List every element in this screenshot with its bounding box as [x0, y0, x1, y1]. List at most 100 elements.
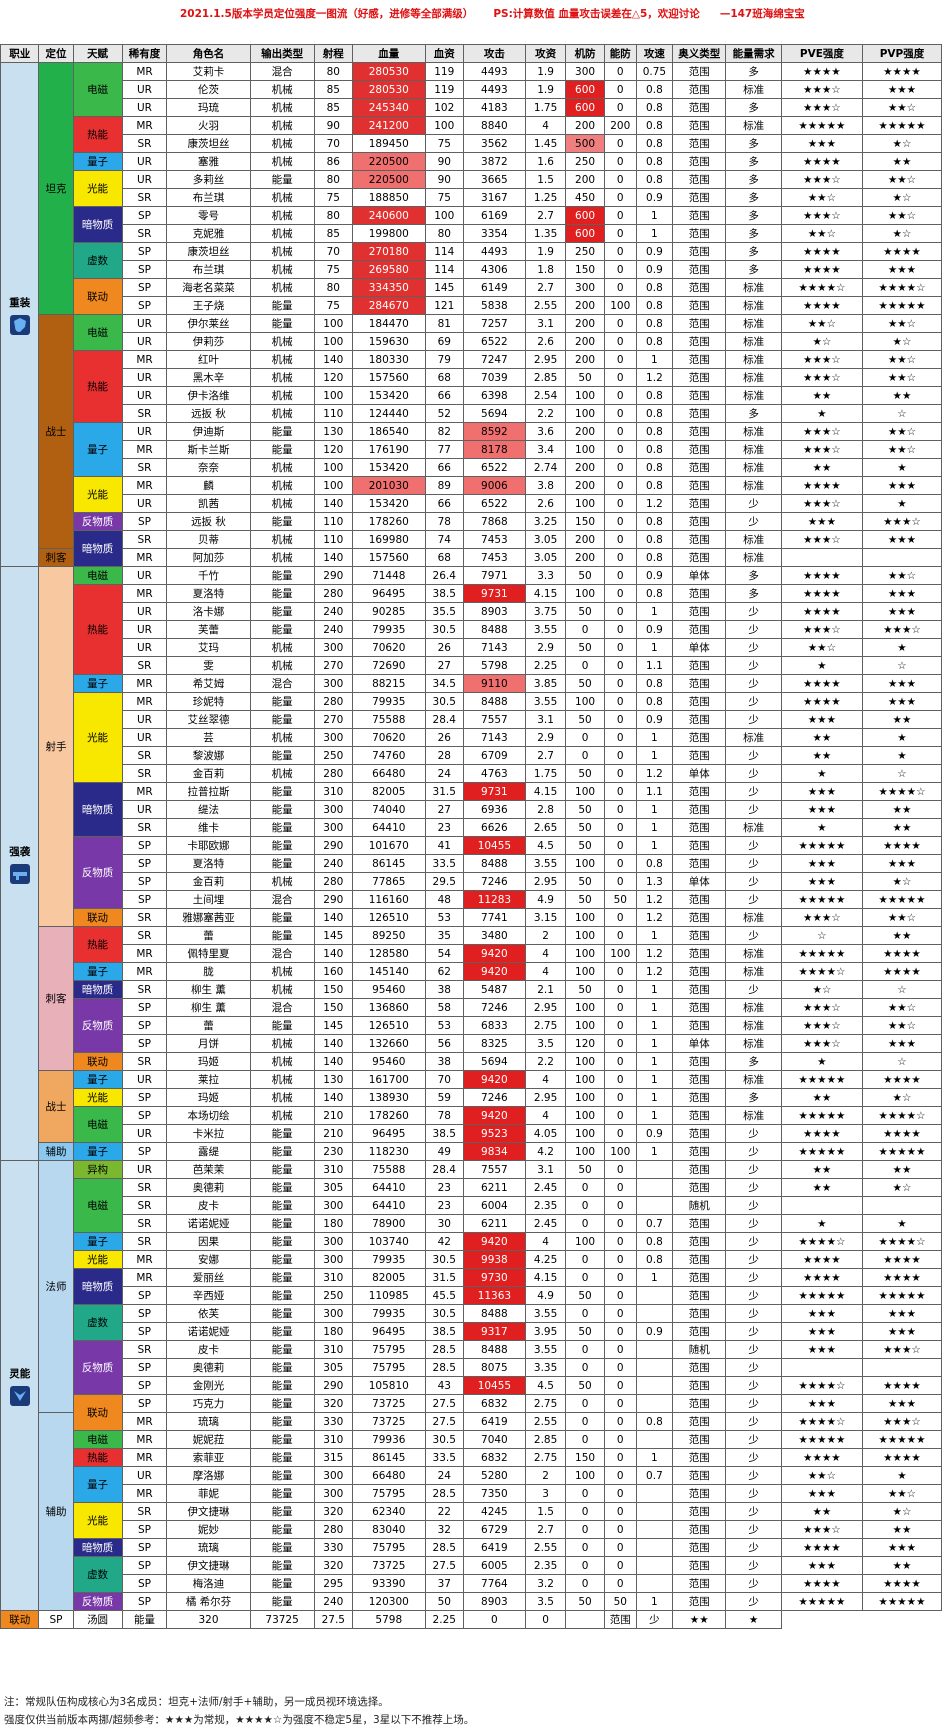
character-name: 芭茉茉: [166, 1160, 251, 1179]
pve-rating: ★☆: [780, 980, 863, 999]
hp-cell: 103740: [352, 1232, 426, 1251]
mech-def: 50: [565, 674, 605, 693]
energy-def: 0: [603, 170, 637, 189]
ultimate-type: 范围: [672, 440, 727, 459]
attack-cell: 5838: [462, 296, 526, 315]
mech-def: 200: [565, 422, 605, 441]
hp-growth: 38: [424, 980, 464, 999]
table-row: 量子 MR 希艾姆 混合 300 88215 34.5 9110 3.85 50 0 0.8 范围少 ★★…: [1, 674, 942, 693]
attack-speed: [635, 1538, 674, 1557]
rarity-cell: MR: [121, 1250, 168, 1269]
table-row: 强袭 射手 电磁 UR 千竹 能量 290 71448 26.4 7971 3.3 50 0 0.9 单体多…: [0, 566, 942, 1161]
ultimate-type: 范围: [672, 836, 727, 855]
mech-def: 50: [565, 836, 605, 855]
hp-growth: 41: [424, 836, 464, 855]
rarity-cell: SP: [121, 1034, 168, 1053]
table-row: 反物质 SP 远扳 秋能量 110 178260 78 7868 3.25 150 0 0.8 范围少…: [1, 512, 942, 531]
character-name: 伊莉莎: [166, 332, 251, 351]
hp-growth: 90: [424, 152, 464, 171]
table-row: 量子 UR 伊迪斯 能量 130 186540 82 8592 3.6 200 0 0.8 范围 标准 ★★…: [1, 422, 942, 477]
hp-cell: 82005: [352, 1268, 426, 1287]
mech-def: 250: [565, 242, 605, 261]
rarity-cell: UR: [121, 314, 168, 333]
range-cell: 300: [313, 674, 354, 693]
range-cell: 85: [313, 80, 354, 99]
attack-speed: 0.8: [635, 1412, 674, 1431]
attack-speed: 0.8: [635, 98, 674, 117]
attack-cell: 5694: [462, 1052, 526, 1071]
mech-def: 100: [565, 782, 605, 801]
hp-cell: 66480: [352, 1466, 426, 1485]
hp-growth: 58: [424, 998, 464, 1017]
column-header: 能量需求: [725, 44, 782, 63]
mech-def: 0: [565, 1574, 605, 1593]
pvp-rating: ★★☆: [861, 1484, 942, 1503]
attack-cell: 4493: [462, 80, 526, 99]
talent-cell: 热能: [72, 584, 123, 675]
attack-growth: 1.5: [524, 170, 567, 189]
output-type: 机械: [249, 278, 315, 297]
character-name: 伊迪斯: [166, 422, 251, 441]
rarity-cell: SR: [121, 1502, 168, 1521]
character-name: 因果: [166, 1232, 251, 1251]
pvp-rating: ★★: [861, 926, 942, 945]
role-cell: 射手: [38, 566, 74, 927]
rarity-cell: UR: [121, 710, 168, 729]
character-name: 妮妙: [166, 1520, 251, 1539]
rarity-cell: UR: [121, 152, 168, 171]
energy-def: 0: [603, 1070, 637, 1089]
attack-speed: 1.2: [635, 944, 674, 963]
talent-cell: 联动: [72, 1394, 123, 1431]
pvp-rating: ★★★☆: [861, 1340, 942, 1359]
ultimate-type: 范围: [672, 1160, 727, 1179]
attack-cell: 7971: [462, 566, 526, 585]
rarity-cell: SP: [121, 1394, 168, 1413]
mech-def: 200: [565, 530, 605, 549]
attack-cell: 7246: [462, 1088, 526, 1107]
role-cell: 辅助: [38, 1142, 74, 1161]
pve-rating: ★★★★★: [780, 116, 863, 135]
pve-rating: ★★★★: [780, 152, 863, 171]
hp-growth: 81: [424, 314, 464, 333]
mech-def: 100: [565, 1232, 605, 1251]
attack-cell: 4493: [462, 242, 526, 261]
range-cell: 150: [313, 998, 354, 1017]
ultimate-type: 范围: [672, 188, 727, 207]
range-cell: 160: [313, 962, 354, 981]
hp-cell: 66480: [352, 764, 426, 783]
pve-rating: ★★★☆: [780, 494, 863, 513]
ultimate-type: 范围: [672, 728, 727, 747]
attack-cell: 7246: [462, 872, 526, 891]
column-header: 定位: [38, 44, 74, 63]
character-name: 王子烧: [166, 296, 251, 315]
table-row: 战士 量子 UR 莱拉 机械 130 161700 70 9420 4 100 0 1 范围 标准 ★★★★★…: [1, 1070, 942, 1143]
attack-cell: 6729: [462, 1520, 526, 1539]
attack-cell: 7039: [462, 368, 526, 387]
attack-cell: 11283: [462, 890, 526, 909]
pvp-rating: ★★★★★: [861, 1430, 942, 1449]
attack-speed: 0.9: [635, 260, 674, 279]
energy-def: 0: [603, 728, 637, 747]
energy-req: 标准: [725, 1034, 782, 1053]
table-row: 反物质 SP 柳生 薰混合 150 136860 58 7246 2.95 100 0 1 范围 标准 ★…: [1, 998, 942, 1053]
energy-req: 多: [725, 584, 782, 603]
output-type: 能量: [249, 1592, 315, 1611]
rarity-cell: SR: [121, 746, 168, 765]
column-header: 攻资: [524, 44, 567, 63]
attack-cell: 3167: [462, 188, 526, 207]
attack-speed: 0.8: [635, 1232, 674, 1251]
range-cell: 75: [313, 296, 354, 315]
pve-rating: ★★★★: [780, 692, 863, 711]
ultimate-type: 范围: [672, 944, 727, 963]
attack-growth: 4.15: [524, 584, 567, 603]
table-row: 刺客 热能 SR 蕾能量 145 89250 35 3480 2 100 0 1 范围少 ☆ ★★: [1, 926, 942, 1071]
rarity-cell: UR: [121, 332, 168, 351]
attack-cell: 4183: [462, 98, 526, 117]
range-cell: 180: [313, 1214, 354, 1233]
attack-cell: 8488: [462, 692, 526, 711]
pvp-rating: ★★★: [861, 584, 942, 603]
hp-growth: 26.4: [424, 566, 464, 585]
energy-def: 0: [603, 1574, 637, 1593]
attack-cell: 9731: [462, 584, 526, 603]
profession-cell: 强袭: [0, 566, 40, 1161]
